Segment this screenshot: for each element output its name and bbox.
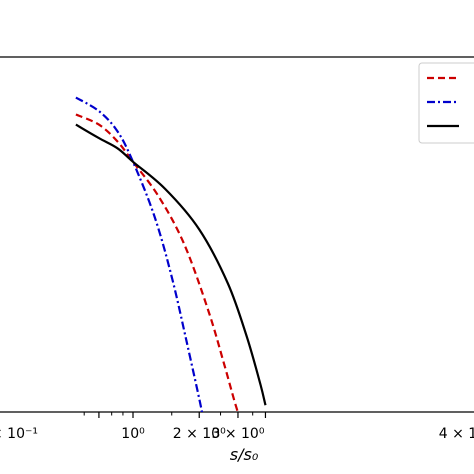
legend [418,62,474,144]
x-tick-label: 4 × 1 [439,426,474,442]
x-tick-label: × 10⁻¹ [0,426,38,442]
series-line-dashed [75,113,239,412]
x-tick-label: 2 × 10⁰ [173,426,226,442]
series-layer [75,96,267,412]
x-tick-label: 10⁰ [121,426,145,442]
legend-entries [427,76,459,128]
series-line-dashdot [75,96,204,412]
x-tick-label: 3 × 10⁰ [211,426,264,442]
x-axis-label: s/s₀ [230,445,259,464]
series-line-solid [75,123,267,406]
axes [0,56,474,413]
